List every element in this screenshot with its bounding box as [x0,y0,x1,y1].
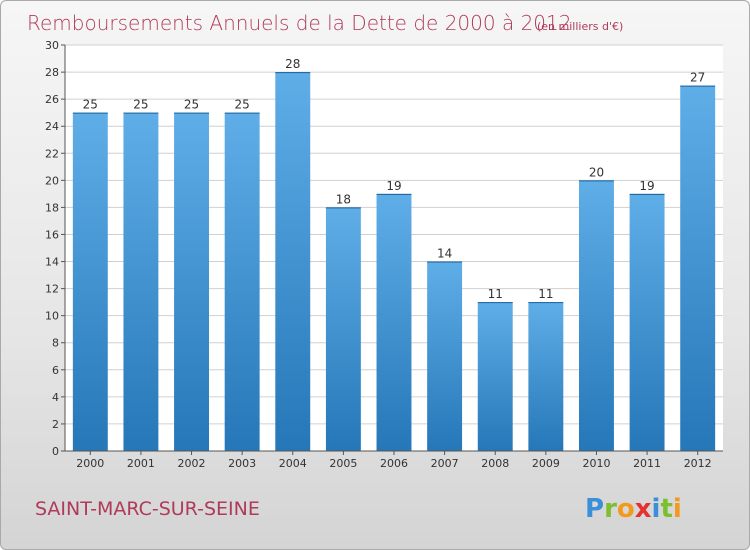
bar [427,261,463,451]
bars [72,72,716,452]
bar [174,112,210,452]
logo-letter: o [617,494,635,524]
x-tick-label: 2000 [76,457,104,470]
bar [477,302,513,451]
y-tick-label: 6 [52,364,59,377]
y-tick-label: 10 [45,310,59,323]
data-label: 25 [83,98,98,112]
city-name: SAINT-MARC-SUR-SEINE [35,498,260,520]
data-label: 27 [690,71,705,85]
y-tick-label: 24 [45,120,59,133]
x-tick-label: 2009 [532,457,560,470]
logo-letter: i [652,494,661,524]
y-tick-label: 22 [45,147,59,160]
x-tick-label: 2002 [178,457,206,470]
logo-letter: P [585,494,604,524]
x-tick-label: 2010 [582,457,610,470]
data-label: 19 [386,179,401,193]
data-label: 25 [235,98,250,112]
data-label: 19 [639,179,654,193]
bar [123,112,159,452]
bar [72,112,108,452]
y-tick-label: 2 [52,418,59,431]
bar [325,207,361,451]
y-tick-label: 28 [45,66,59,79]
bar [528,302,564,451]
chart-subtitle: (en milliers d'€) [537,20,623,33]
bar [680,85,716,451]
x-tick-label: 2008 [481,457,509,470]
bar [224,112,260,452]
chart-title: Remboursements Annuels de la Dette de 20… [27,11,571,35]
x-tick-label: 2001 [127,457,155,470]
y-tick-label: 14 [45,256,59,269]
y-tick-label: 30 [45,39,59,52]
logo-letter: t [660,494,672,524]
data-label: 28 [285,57,300,71]
data-label: 25 [133,98,148,112]
y-tick-label: 18 [45,201,59,214]
logo-letter: r [604,494,617,524]
labels: 0246810121416182022242628302520002520012… [45,39,712,470]
y-tick-label: 16 [45,228,59,241]
y-tick-label: 26 [45,93,59,106]
bar [275,72,311,452]
x-tick-label: 2005 [329,457,357,470]
data-label: 20 [589,165,604,179]
data-label: 11 [488,287,503,301]
x-tick-label: 2007 [431,457,459,470]
logo-letter: x [635,494,652,524]
x-tick-label: 2006 [380,457,408,470]
x-tick-label: 2004 [279,457,307,470]
y-tick-label: 0 [52,445,59,458]
y-tick-label: 20 [45,174,59,187]
bar [629,193,665,451]
bar [376,193,412,451]
proxiti-logo: Proxiti [585,494,682,524]
y-tick-label: 12 [45,283,59,296]
data-label: 14 [437,247,452,261]
axes [61,44,723,455]
data-label: 11 [538,287,553,301]
y-tick-label: 8 [52,337,59,350]
data-label: 25 [184,98,199,112]
bar [578,180,614,452]
logo-letter: i [673,494,682,524]
data-label: 18 [336,192,351,206]
x-tick-label: 2003 [228,457,256,470]
x-tick-label: 2011 [633,457,661,470]
x-tick-label: 2012 [684,457,712,470]
y-tick-label: 4 [52,391,59,404]
